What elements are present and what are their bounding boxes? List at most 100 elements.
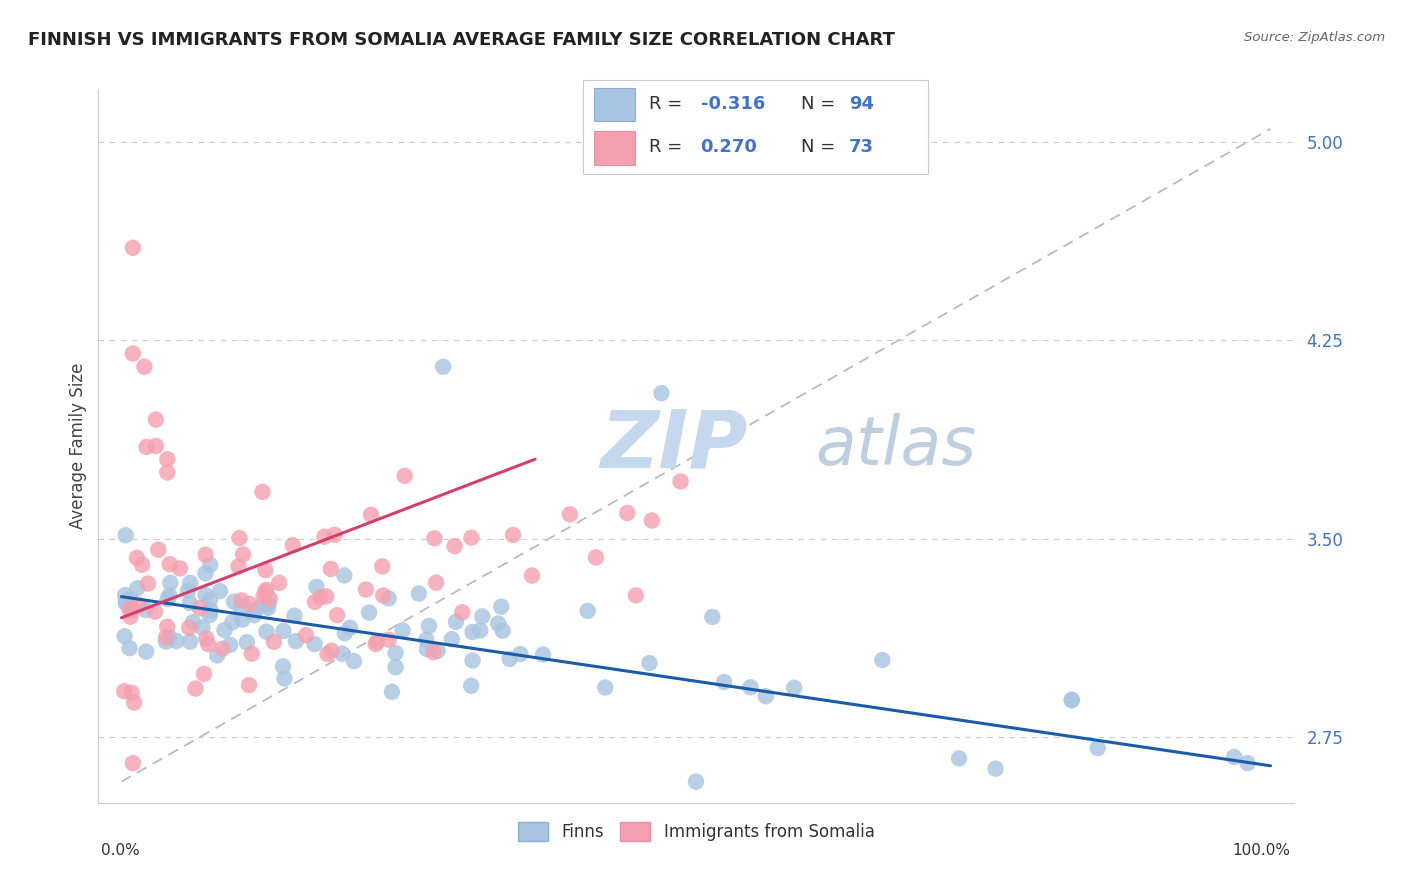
Point <box>198 608 221 623</box>
Point <box>444 615 467 629</box>
Point <box>339 621 361 635</box>
Point <box>257 597 280 611</box>
Point <box>118 602 141 616</box>
Point <box>243 608 266 623</box>
Point <box>122 756 145 771</box>
Point <box>451 605 474 619</box>
Point <box>872 653 894 667</box>
Point <box>489 599 512 614</box>
Point <box>254 582 277 597</box>
Point <box>269 575 291 590</box>
Text: atlas: atlas <box>815 413 977 479</box>
Point <box>1236 756 1258 771</box>
Point <box>330 647 353 661</box>
Point <box>273 672 295 686</box>
Point <box>593 681 616 695</box>
Point <box>321 643 343 657</box>
Point <box>238 678 260 692</box>
Point <box>948 751 970 765</box>
Point <box>143 605 166 619</box>
Point <box>343 654 366 668</box>
Point <box>221 615 243 630</box>
Point <box>156 591 179 606</box>
Point <box>425 575 447 590</box>
Point <box>114 596 136 610</box>
Point <box>115 595 138 609</box>
Point <box>224 595 246 609</box>
Point <box>231 593 253 607</box>
Point <box>121 686 143 700</box>
Point <box>128 598 150 612</box>
Point <box>984 762 1007 776</box>
Point <box>205 648 228 663</box>
Point <box>121 603 143 617</box>
Point <box>502 528 524 542</box>
Point <box>194 548 217 562</box>
Point <box>509 647 531 661</box>
Point <box>179 634 201 648</box>
Point <box>200 558 222 572</box>
Point <box>195 632 218 646</box>
Point <box>157 589 180 603</box>
Point <box>418 619 440 633</box>
Point <box>685 774 707 789</box>
Point <box>148 542 170 557</box>
Point <box>177 583 200 598</box>
Text: R =: R = <box>650 95 688 113</box>
Point <box>415 632 437 647</box>
Point <box>422 645 444 659</box>
Point <box>122 346 145 360</box>
Point <box>214 623 236 637</box>
Point <box>669 475 692 489</box>
Point <box>520 568 543 582</box>
Point <box>271 659 294 673</box>
Point <box>576 604 599 618</box>
Point <box>112 684 135 698</box>
Point <box>243 603 266 617</box>
Point <box>211 641 233 656</box>
FancyBboxPatch shape <box>593 87 636 121</box>
Point <box>740 681 762 695</box>
Point <box>252 484 274 499</box>
Point <box>304 637 326 651</box>
Point <box>309 591 332 605</box>
Text: R =: R = <box>650 138 688 156</box>
Text: -0.316: -0.316 <box>700 95 765 113</box>
Point <box>166 634 188 648</box>
Point <box>284 634 307 648</box>
Point <box>240 647 263 661</box>
Point <box>159 575 181 590</box>
Point <box>531 648 554 662</box>
Point <box>755 690 778 704</box>
Point <box>713 675 735 690</box>
Point <box>156 452 179 467</box>
Point <box>135 644 157 658</box>
Point <box>145 412 167 426</box>
Point <box>1087 741 1109 756</box>
Point <box>416 642 439 657</box>
Y-axis label: Average Family Size: Average Family Size <box>69 363 87 529</box>
Point <box>366 634 388 648</box>
Point <box>498 652 520 666</box>
Point <box>377 632 399 647</box>
Point <box>558 508 581 522</box>
Point <box>616 506 638 520</box>
Point <box>118 641 141 656</box>
Point <box>193 667 215 681</box>
Point <box>135 440 157 454</box>
Point <box>394 468 416 483</box>
FancyBboxPatch shape <box>593 131 636 164</box>
Point <box>585 550 607 565</box>
Point <box>257 600 280 615</box>
Text: 94: 94 <box>849 95 873 113</box>
Point <box>120 592 142 607</box>
Point <box>254 563 277 577</box>
Point <box>229 599 252 614</box>
Point <box>460 679 482 693</box>
Point <box>316 647 339 661</box>
Point <box>131 558 153 572</box>
Point <box>263 634 285 648</box>
Point <box>371 559 394 574</box>
Point <box>384 660 406 674</box>
Text: Source: ZipAtlas.com: Source: ZipAtlas.com <box>1244 31 1385 45</box>
